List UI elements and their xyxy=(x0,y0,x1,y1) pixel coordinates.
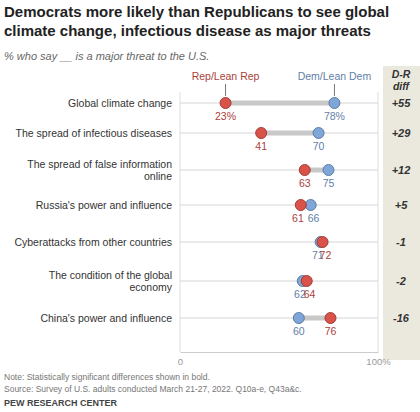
category-label: Global climate change xyxy=(68,97,172,109)
grid-line xyxy=(180,92,181,352)
diff-title: D-Rdiff xyxy=(392,68,411,92)
dot xyxy=(305,200,316,211)
text-line: China's power and influence xyxy=(40,312,172,324)
dot xyxy=(295,200,306,211)
text-line: climate change, infectious disease as ma… xyxy=(4,22,371,39)
chart: Democrats more likely than Republicans t… xyxy=(0,0,420,412)
axis-line xyxy=(181,352,379,353)
text-line: diff xyxy=(393,80,411,92)
tick: 100% xyxy=(366,352,391,367)
marks xyxy=(220,98,340,324)
legend-pointer xyxy=(334,84,335,96)
text-line: Global climate change xyxy=(68,97,172,109)
grid-line xyxy=(378,92,379,352)
diff-label: +29 xyxy=(392,127,412,139)
data-label: 61 xyxy=(292,212,304,224)
data-label: 78% xyxy=(324,110,345,122)
tick-label: 0 xyxy=(178,356,183,367)
legend-label: Dem/Lean Dem xyxy=(298,70,372,82)
row-line xyxy=(180,242,378,243)
diff-label: +5 xyxy=(395,199,408,211)
category-label: The condition of the globaleconomy xyxy=(49,269,173,293)
data-label: 41 xyxy=(255,140,267,152)
data-label: 70 xyxy=(313,140,325,152)
diff-label: -2 xyxy=(396,275,406,287)
diff-label: +12 xyxy=(392,164,411,176)
data-label: 60 xyxy=(293,325,305,337)
subtitle: % who say __ is a major threat to the U.… xyxy=(4,50,209,62)
text-line: Russia's power and influence xyxy=(36,199,172,211)
text-line: economy xyxy=(129,281,172,293)
row-line xyxy=(180,281,378,282)
dot xyxy=(323,165,334,176)
data-label: 66 xyxy=(308,212,320,224)
diff-label: -16 xyxy=(393,312,410,324)
row-line xyxy=(180,318,378,319)
diff-label: +55 xyxy=(392,97,412,109)
data-label: 23% xyxy=(215,110,236,122)
data-label: 72 xyxy=(320,249,332,261)
row-line xyxy=(180,133,378,134)
data-label: 75 xyxy=(323,177,335,189)
x-axis: 0 100% xyxy=(178,352,391,367)
category-label: The spread of infectious diseases xyxy=(16,127,172,139)
row-line xyxy=(180,103,378,104)
category-label: The spread of false informationonline xyxy=(27,158,172,182)
dot xyxy=(220,98,231,109)
dot xyxy=(301,276,312,287)
credit: PEW RESEARCH CENTER xyxy=(4,398,118,408)
text-line: Democrats more likely than Republicans t… xyxy=(4,3,389,20)
data-label: 64 xyxy=(304,288,316,300)
diff-label: -1 xyxy=(396,236,406,248)
category-label: China's power and influence xyxy=(40,312,172,324)
category-label: Russia's power and influence xyxy=(36,199,172,211)
rows: Global climate change The spread of infec… xyxy=(14,97,378,324)
text-line: The spread of infectious diseases xyxy=(16,127,172,139)
dot xyxy=(293,313,304,324)
tick-label: 100% xyxy=(366,356,391,367)
dot xyxy=(329,98,340,109)
category-label: Cyberattacks from other countries xyxy=(14,236,172,248)
diff-column-bg xyxy=(383,66,420,360)
legend-pointer xyxy=(225,84,226,96)
dot xyxy=(313,128,324,139)
dot xyxy=(325,313,336,324)
tick: 0 xyxy=(178,352,183,367)
dot xyxy=(317,237,328,248)
dot xyxy=(256,128,267,139)
connector xyxy=(226,101,335,106)
note: Note: Statistically significant differen… xyxy=(4,372,210,382)
legend: Dem/Lean Dem Rep/Lean Rep xyxy=(192,70,372,96)
source: Source: Survey of U.S. adults conducted … xyxy=(4,384,302,394)
title: Democrats more likely than Republicans t… xyxy=(4,3,389,39)
text-line: The spread of false information xyxy=(27,158,172,170)
grid xyxy=(180,92,378,352)
text-line: The condition of the global xyxy=(49,269,172,281)
data-label: 76 xyxy=(325,325,337,337)
text-line: Cyberattacks from other countries xyxy=(14,236,172,248)
data-label: 63 xyxy=(299,177,311,189)
dot xyxy=(299,165,310,176)
row-line xyxy=(180,205,378,206)
row-line xyxy=(180,170,378,171)
text-line: online xyxy=(144,170,172,182)
data-labels: 78%70756671626023%416361726476 xyxy=(215,110,345,337)
legend-label: Rep/Lean Rep xyxy=(192,70,260,82)
connector xyxy=(261,131,318,136)
text-line: D-R xyxy=(392,68,411,80)
